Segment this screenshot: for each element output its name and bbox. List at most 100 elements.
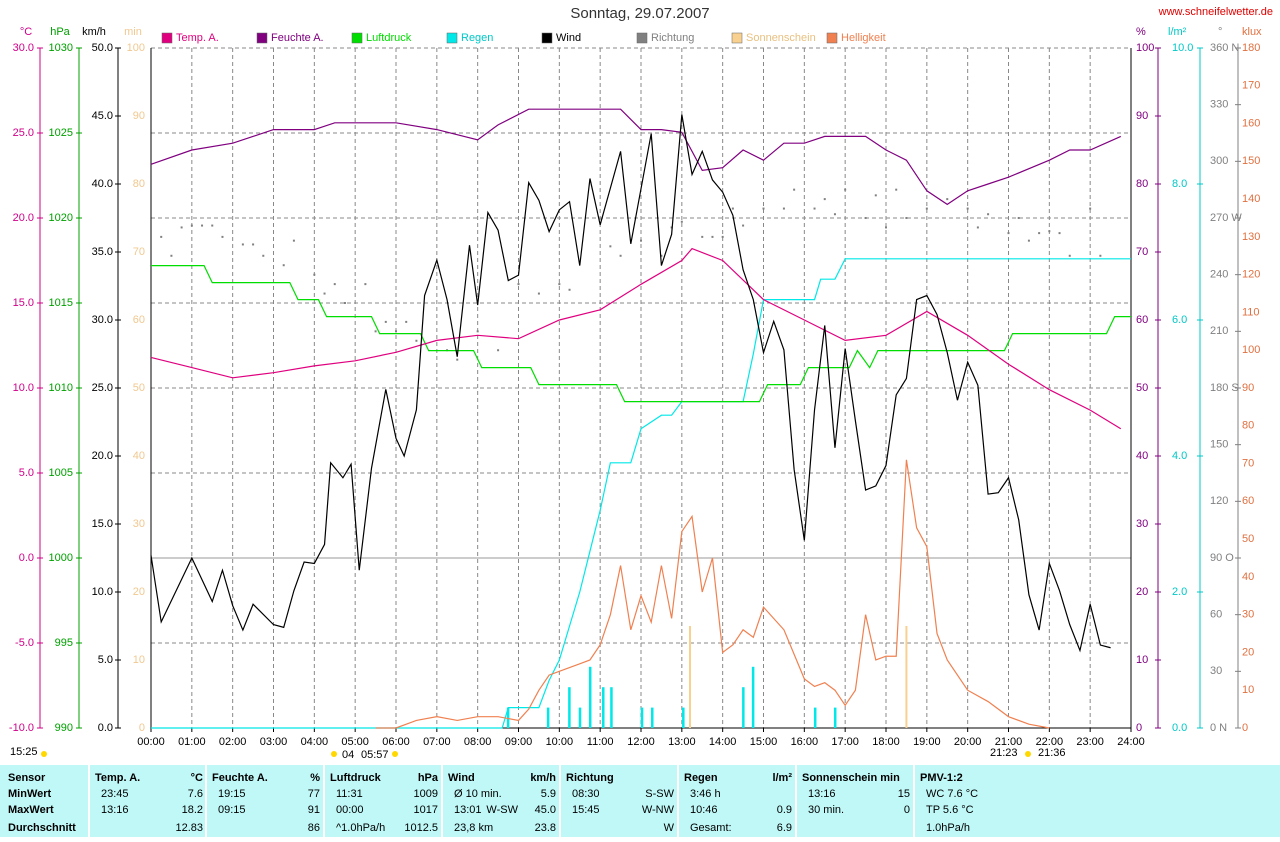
source[interactable]: www.schneifelwetter.de [1158, 6, 1273, 18]
dot [987, 213, 990, 216]
y-tick-label: 1025 [49, 127, 73, 139]
legend-label: Richtung [651, 32, 694, 44]
dot [660, 254, 663, 257]
dot [343, 302, 346, 304]
x-tick-label: 22:00 [1036, 736, 1064, 748]
cell: 7.6 [188, 788, 203, 800]
x-tick-label: 12:00 [627, 736, 655, 748]
y-tick-label: 995 [55, 637, 73, 649]
y-tick-label: 160 [1242, 117, 1260, 129]
cell: 1017 [414, 804, 438, 816]
y-tick-label: 0 [1136, 722, 1142, 734]
dot [170, 254, 173, 257]
y-tick-label: 5.0 [98, 654, 113, 666]
dot [313, 273, 316, 276]
cell: 11:31 [336, 788, 363, 800]
dot [833, 213, 836, 216]
cell: Ø 10 min. [454, 788, 502, 800]
x-tick-label: 07:00 [423, 736, 451, 748]
y-tick-label: 1020 [49, 212, 73, 224]
y-tick-label: 170 [1242, 80, 1260, 92]
x-tick-label: 06:00 [382, 736, 410, 748]
cell: 91 [308, 804, 320, 816]
dot [1099, 254, 1102, 257]
y-tick-label: 120 [1242, 269, 1260, 281]
sun-icon [331, 751, 337, 757]
y-tick-label: 70 [1136, 246, 1148, 258]
y-tick-label: 130 [1242, 231, 1260, 243]
legend-label: Wind [556, 32, 581, 44]
y-tick-label: 80 [133, 178, 145, 190]
y-tick-label: 90 [1242, 382, 1254, 394]
y-tick-label: 45.0 [92, 110, 113, 122]
dot [405, 320, 408, 323]
legend-label: Feuchte A. [271, 32, 324, 44]
dot [823, 198, 826, 201]
chart-title: Sonntag, 29.07.2007 [570, 5, 709, 22]
series-line [151, 258, 1131, 729]
y-tick-label: 70 [1242, 457, 1254, 469]
dot [323, 292, 326, 295]
cell: 23,8 km [454, 822, 493, 834]
y-tick-label: 60 [133, 314, 145, 326]
y-tick-label: 100 [1136, 42, 1154, 54]
cell: 45.0 [535, 804, 556, 816]
dot [946, 198, 949, 201]
cell: 10:46 [690, 804, 718, 816]
legend-swatch [636, 32, 648, 44]
y-tick-label: 50 [1136, 382, 1148, 394]
y-tick-label: 30 [1242, 609, 1254, 621]
legend-swatch [731, 32, 743, 44]
y-tick-label: 60 [1136, 314, 1148, 326]
annotation: 21:36 [1038, 747, 1066, 759]
cell: 08:30 [572, 788, 600, 800]
cell: 1009 [414, 788, 438, 800]
dot [609, 245, 612, 248]
dot [793, 188, 796, 191]
dot [476, 330, 479, 333]
legend-swatch [161, 32, 173, 44]
cell: W-NW [642, 804, 675, 816]
y-tick-label: 0 [139, 722, 145, 734]
cell: 86 [308, 822, 320, 834]
cell: Gesamt: [690, 822, 732, 834]
y-tick-label: 1030 [49, 42, 73, 54]
y-tick-label: 35.0 [92, 246, 113, 258]
dot [742, 224, 745, 227]
annotation: 21:23 [990, 747, 1018, 759]
dot [966, 207, 969, 210]
cell: 13:01 [454, 804, 482, 816]
cell: 0.9 [777, 804, 792, 816]
y-tick-label: 70 [133, 246, 145, 258]
y-tick-label: 50.0 [92, 42, 113, 54]
dot [517, 283, 520, 286]
dot [558, 283, 561, 286]
dot [905, 217, 908, 219]
column-header: Sonnenschein min [802, 772, 900, 784]
dot [415, 339, 418, 342]
x-tick-label: 01:00 [178, 736, 206, 748]
cell: 23:45 [101, 788, 129, 800]
dot [241, 243, 244, 246]
y-tick-label: 15.0 [13, 297, 34, 309]
axis-title: hPa [50, 26, 70, 38]
legend-swatch [446, 32, 458, 44]
dot [262, 254, 265, 257]
y-tick-label: 90 [133, 110, 145, 122]
axis-title: km/h [82, 26, 106, 38]
dot [568, 288, 571, 291]
x-tick-label: 15:00 [750, 736, 778, 748]
legend-swatch [256, 32, 268, 44]
y-tick-label: 990 [55, 722, 73, 734]
dot [895, 188, 898, 191]
series-line [150, 247, 1122, 430]
dot [1038, 232, 1041, 235]
rain-bar [813, 707, 817, 728]
series-line [150, 108, 1122, 206]
dot [395, 330, 397, 333]
y-tick-label: 300 [1210, 155, 1228, 167]
y-tick-label: 8.0 [1172, 178, 1187, 190]
dot [180, 226, 183, 229]
dot [782, 207, 785, 210]
